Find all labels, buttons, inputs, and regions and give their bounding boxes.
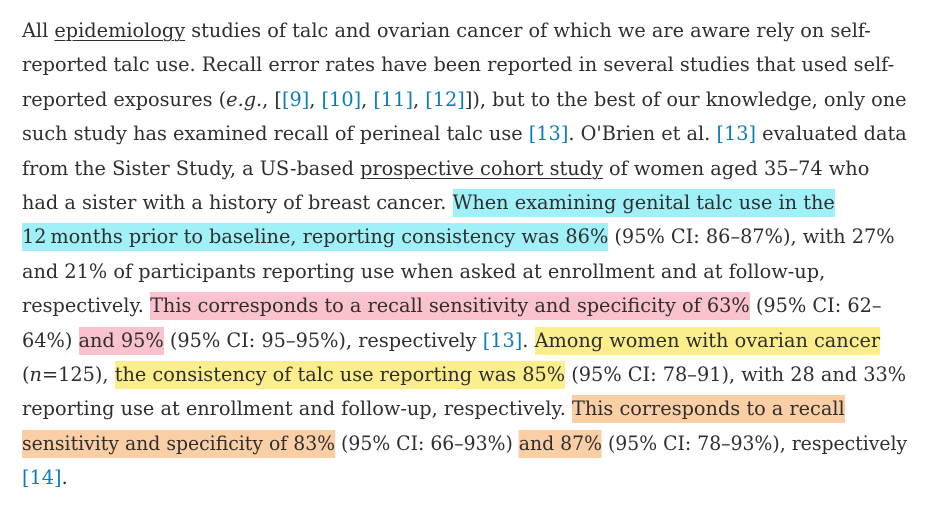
topic-term-link[interactable]: epidemiology — [54, 19, 186, 42]
citation-link[interactable]: [13] — [716, 122, 757, 146]
highlight-orange: and 87% — [518, 429, 602, 458]
citation-link[interactable]: [13] — [528, 122, 569, 146]
body-text: =125), — [41, 363, 115, 387]
text-line: reporting use at enrollment and follow-u… — [22, 392, 907, 426]
body-text: (95% CI: 95–95%), respectively — [163, 328, 483, 352]
body-text: ]), but to the best of our knowledge, on… — [464, 87, 907, 111]
body-text: , — [309, 87, 322, 111]
body-text: and 21% of participants reporting use wh… — [22, 259, 826, 283]
body-text: such study has examined recall of perine… — [22, 122, 529, 146]
body-text: respectively. — [22, 294, 151, 318]
body-text: studies of talc and ovarian cancer of wh… — [185, 19, 871, 42]
body-text: , — [361, 87, 374, 111]
text-line: [14]. — [22, 461, 907, 495]
highlight-pink: and 95% — [78, 326, 164, 355]
body-text: ( — [22, 363, 30, 387]
body-text: reporting use at enrollment and follow-u… — [22, 397, 572, 421]
body-text: reported talc use. Recall error rates ha… — [22, 53, 895, 77]
citation-link[interactable]: [13] — [482, 328, 523, 352]
body-text: . — [522, 328, 535, 352]
citation-link[interactable]: [12] — [425, 87, 465, 111]
text-line: from the Sister Study, a US-based prospe… — [22, 152, 907, 186]
highlight-yellow: the consistency of talc use reporting wa… — [114, 361, 566, 390]
body-text: . — [61, 466, 68, 490]
body-text: , — [412, 87, 426, 111]
text-line: All epidemiology studies of talc and ova… — [22, 14, 907, 48]
citation-link[interactable]: [14] — [22, 466, 62, 490]
highlight-orange: sensitivity and specificity of 83% — [22, 429, 336, 458]
body-text: from the Sister Study, a US-based — [22, 156, 361, 180]
highlight-cyan: 12 months prior to baseline, reporting c… — [22, 223, 609, 252]
body-text: , [ — [262, 87, 282, 111]
highlight-orange: This corresponds to a recall — [571, 395, 845, 424]
body-text: of women aged 35–74 who — [602, 156, 870, 180]
highlight-pink: This corresponds to a recall sensitivity… — [150, 292, 750, 321]
text-line: reported exposures (e.g., [[9], [10], [1… — [22, 83, 907, 117]
text-line: had a sister with a history of breast ca… — [22, 186, 907, 220]
body-text: reported exposures ( — [22, 87, 227, 111]
italic-text: e.g. — [226, 87, 263, 111]
text-line: sensitivity and specificity of 83% (95% … — [22, 427, 907, 461]
text-line: such study has examined recall of perine… — [22, 117, 907, 151]
article-paragraph: All epidemiology studies of talc and ova… — [22, 14, 907, 496]
body-text: had a sister with a history of breast ca… — [22, 191, 453, 215]
text-line: 12 months prior to baseline, reporting c… — [22, 220, 907, 254]
text-line: 64%) and 95% (95% CI: 95–95%), respectiv… — [22, 324, 907, 358]
body-text: . O'Brien et al. — [568, 122, 717, 146]
highlight-yellow: Among women with ovarian cancer — [534, 326, 881, 355]
text-line: reported talc use. Recall error rates ha… — [22, 48, 907, 82]
citation-link[interactable]: [10] — [321, 87, 362, 111]
topic-term-link[interactable]: prospective cohort study — [360, 156, 603, 180]
citation-link[interactable]: [11] — [373, 87, 413, 111]
text-line: and 21% of participants reporting use wh… — [22, 255, 907, 289]
text-line: (n=125), the consistency of talc use rep… — [22, 358, 907, 392]
body-text: 64%) — [22, 328, 79, 352]
highlight-cyan: When examining genital talc use in the — [452, 189, 835, 218]
text-line: respectively. This corresponds to a reca… — [22, 289, 907, 323]
citation-link[interactable]: [9] — [281, 87, 310, 111]
italic-text: n — [29, 363, 42, 387]
body-text: (95% CI: 62– — [749, 294, 882, 318]
body-text: All — [22, 19, 55, 42]
body-text: (95% CI: 66–93%) — [335, 431, 519, 455]
paragraph-body: All epidemiology studies of talc and ova… — [22, 14, 907, 496]
body-text: (95% CI: 78–93%), respectively — [601, 431, 908, 455]
body-text: (95% CI: 86–87%), with 27% — [608, 225, 895, 249]
body-text: (95% CI: 78–91), with 28 and 33% — [565, 363, 907, 387]
body-text: evaluated data — [756, 122, 907, 146]
